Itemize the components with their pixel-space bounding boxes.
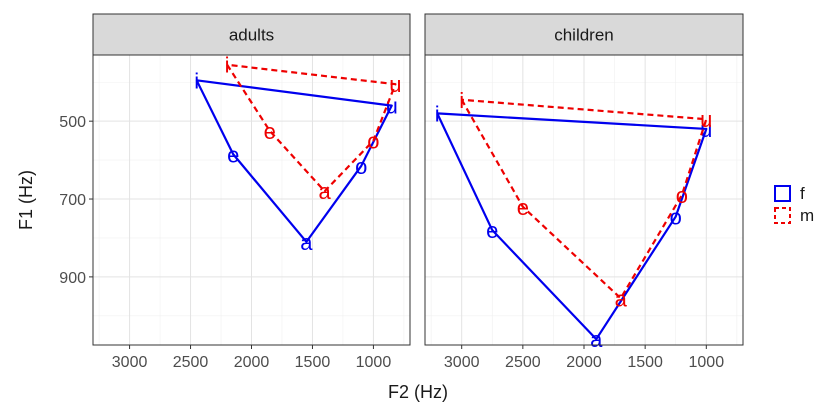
facet-title: adults [229,26,274,45]
vowel-label-f-u: u [386,94,398,119]
x-tick-label: 1500 [627,354,663,371]
y-tick-label: 700 [59,192,86,209]
vowel-label-m-e: e [264,119,276,144]
x-tick-label: 1000 [356,354,392,371]
vowel-label-m-o: o [676,183,688,208]
x-tick-label: 2000 [234,354,270,371]
vowel-label-f-o: o [670,205,682,230]
vowel-label-f-a: a [300,230,313,255]
legend-key-m [774,207,791,224]
vowel-label-f-u: u [700,117,712,142]
x-tick-label: 3000 [444,354,480,371]
vowel-label-m-a: a [615,286,628,311]
panel-children: children i e a o u i e a o u 3000 2500 2000 1500 1000 [424,13,744,371]
x-tick-label: 1500 [295,354,331,371]
x-tick-label: 2500 [505,354,541,371]
vowel-label-m-u: u [700,107,712,132]
vowel-label-f-i: i [194,68,199,93]
y-tick-label: 500 [59,114,86,131]
vowel-label-f-a: a [590,327,603,352]
legend-label-m: m [800,206,814,225]
facet-strip [424,13,744,56]
facet-title: children [554,26,614,45]
series-line-m [460,98,708,300]
vowel-label-f-e: e [227,142,239,167]
series-line-m [226,63,397,193]
legend-label-f: f [800,184,805,203]
facet-strip [92,13,411,56]
vowel-label-m-o: o [367,129,379,154]
legend: fm [774,184,814,225]
vowel-label-f-o: o [355,154,367,179]
x-tick-label: 3000 [112,354,148,371]
x-tick-label: 2000 [566,354,602,371]
series-line-f [195,79,393,243]
legend-key-f [774,185,791,202]
vowel-label-f-i: i [435,101,440,126]
y-axis-title: F1 (Hz) [16,170,36,230]
vowel-label-m-a: a [319,179,332,204]
x-tick-label: 2500 [173,354,209,371]
x-axis-title: F2 (Hz) [388,382,448,402]
y-tick-label: 900 [59,270,86,287]
vowel-label-m-e: e [517,195,529,220]
x-tick-label: 1000 [689,354,725,371]
vowel-label-m-u: u [389,72,401,97]
vowel-label-m-i: i [459,88,464,113]
vowel-label-m-i: i [225,53,230,78]
vowel-label-f-e: e [486,218,498,243]
series-line-f [436,112,708,341]
